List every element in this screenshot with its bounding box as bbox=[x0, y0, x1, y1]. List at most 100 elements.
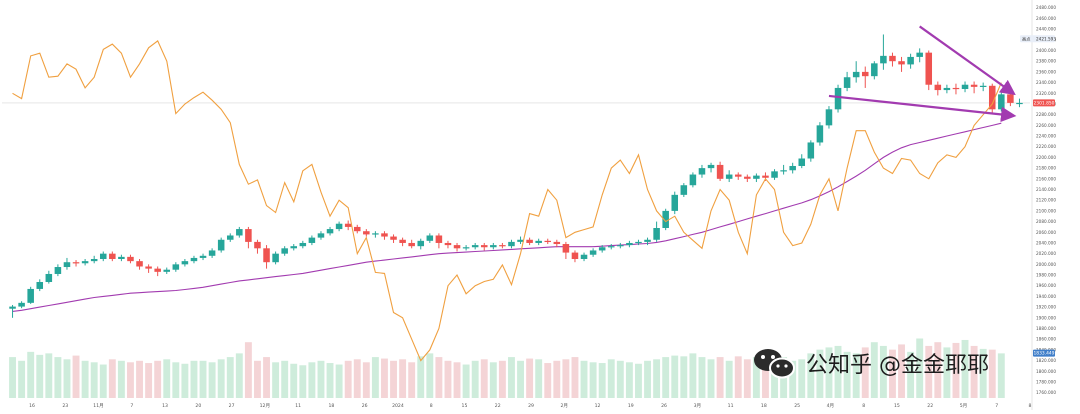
candle[interactable] bbox=[607, 244, 615, 250]
candle[interactable] bbox=[562, 241, 570, 260]
candle[interactable] bbox=[208, 248, 216, 258]
trend-arrow-lower[interactable] bbox=[828, 94, 1017, 123]
candle[interactable] bbox=[988, 83, 996, 114]
candle[interactable] bbox=[363, 229, 370, 237]
candle[interactable] bbox=[680, 183, 688, 197]
candle[interactable] bbox=[979, 82, 987, 92]
candle[interactable] bbox=[925, 50, 933, 91]
candle[interactable] bbox=[834, 84, 842, 113]
candle[interactable] bbox=[843, 71, 851, 92]
candle[interactable] bbox=[226, 233, 234, 242]
candle[interactable] bbox=[308, 235, 316, 246]
candle[interactable] bbox=[744, 174, 751, 183]
candle[interactable] bbox=[36, 279, 44, 292]
candle[interactable] bbox=[626, 240, 633, 248]
candle[interactable] bbox=[118, 254, 125, 262]
candle[interactable] bbox=[716, 161, 724, 181]
candle[interactable] bbox=[780, 164, 787, 175]
candle[interactable] bbox=[326, 226, 334, 236]
candle[interactable] bbox=[72, 260, 80, 267]
candle[interactable] bbox=[916, 48, 923, 63]
candle[interactable] bbox=[127, 254, 134, 264]
candle[interactable] bbox=[517, 236, 524, 245]
candle[interactable] bbox=[381, 231, 388, 240]
candle[interactable] bbox=[399, 237, 406, 247]
candle[interactable] bbox=[753, 173, 760, 183]
candle[interactable] bbox=[771, 169, 778, 180]
candle[interactable] bbox=[462, 245, 470, 251]
trend-arrow-upper[interactable] bbox=[919, 25, 1016, 96]
candle[interactable] bbox=[435, 233, 443, 249]
candle[interactable] bbox=[444, 240, 452, 249]
candle[interactable] bbox=[245, 226, 252, 249]
candle[interactable] bbox=[54, 264, 62, 277]
candle[interactable] bbox=[734, 172, 742, 180]
candle[interactable] bbox=[290, 244, 298, 251]
candle[interactable] bbox=[952, 83, 960, 95]
candle[interactable] bbox=[707, 162, 715, 173]
candle[interactable] bbox=[453, 242, 461, 252]
candle[interactable] bbox=[689, 172, 697, 188]
candle[interactable] bbox=[535, 238, 542, 246]
candle[interactable] bbox=[417, 238, 425, 250]
candle[interactable] bbox=[662, 208, 669, 231]
candle[interactable] bbox=[807, 140, 815, 162]
candle[interactable] bbox=[9, 304, 16, 318]
candle[interactable] bbox=[217, 237, 225, 253]
candle[interactable] bbox=[353, 224, 361, 234]
candle[interactable] bbox=[499, 242, 506, 249]
candle[interactable] bbox=[136, 259, 143, 270]
candle[interactable] bbox=[81, 259, 89, 266]
candle[interactable] bbox=[635, 239, 642, 246]
candle[interactable] bbox=[172, 262, 180, 272]
candle[interactable] bbox=[961, 81, 969, 93]
candle[interactable] bbox=[372, 231, 379, 238]
candle[interactable] bbox=[27, 286, 34, 304]
candle[interactable] bbox=[480, 242, 488, 251]
candle[interactable] bbox=[898, 56, 905, 72]
candle[interactable] bbox=[18, 301, 25, 309]
candle[interactable] bbox=[408, 239, 415, 249]
candle[interactable] bbox=[943, 84, 951, 94]
candle[interactable] bbox=[109, 251, 116, 262]
candle[interactable] bbox=[154, 266, 161, 277]
candle[interactable] bbox=[816, 122, 824, 146]
candle[interactable] bbox=[281, 246, 288, 256]
candle[interactable] bbox=[789, 162, 796, 174]
candle[interactable] bbox=[580, 252, 588, 262]
candle[interactable] bbox=[907, 53, 914, 69]
candle[interactable] bbox=[598, 245, 606, 253]
candle[interactable] bbox=[889, 52, 896, 67]
candle[interactable] bbox=[1016, 98, 1023, 108]
candle[interactable] bbox=[335, 221, 343, 232]
candle[interactable] bbox=[254, 239, 261, 254]
candle[interactable] bbox=[236, 226, 243, 238]
candle[interactable] bbox=[852, 61, 860, 83]
candle[interactable] bbox=[970, 81, 978, 94]
candle[interactable] bbox=[163, 267, 171, 274]
candle[interactable] bbox=[490, 242, 497, 250]
candle[interactable] bbox=[181, 259, 189, 267]
candle[interactable] bbox=[299, 240, 307, 249]
candle[interactable] bbox=[698, 164, 706, 178]
candle[interactable] bbox=[263, 245, 270, 269]
candle[interactable] bbox=[471, 242, 479, 250]
candle[interactable] bbox=[390, 234, 397, 243]
candle[interactable] bbox=[63, 257, 71, 270]
candle[interactable] bbox=[190, 255, 198, 264]
candle[interactable] bbox=[45, 270, 53, 284]
candle[interactable] bbox=[617, 242, 624, 249]
candle[interactable] bbox=[671, 191, 679, 215]
candle[interactable] bbox=[426, 233, 434, 243]
candle[interactable] bbox=[508, 239, 515, 249]
candle[interactable] bbox=[553, 239, 561, 248]
candle[interactable] bbox=[934, 81, 942, 96]
candle[interactable] bbox=[861, 66, 869, 88]
candle[interactable] bbox=[871, 61, 878, 80]
candle[interactable] bbox=[798, 154, 806, 169]
candle[interactable] bbox=[272, 251, 279, 265]
candle[interactable] bbox=[526, 237, 533, 246]
candle[interactable] bbox=[571, 250, 579, 263]
candle[interactable] bbox=[825, 106, 833, 129]
